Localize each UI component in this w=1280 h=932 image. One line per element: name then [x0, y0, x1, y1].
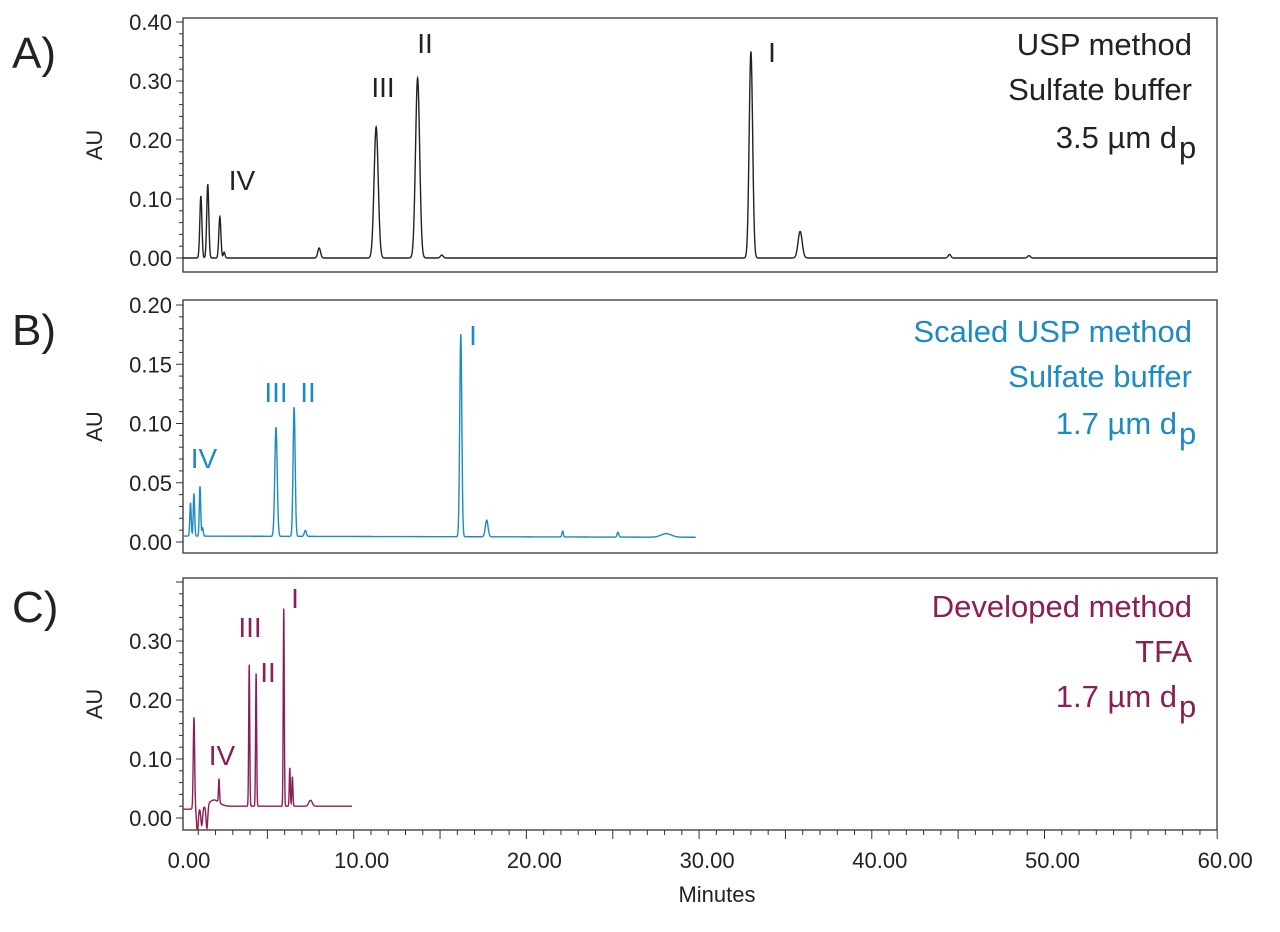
method-description-line: TFA: [1135, 634, 1192, 669]
chromatogram-trace: [183, 334, 696, 538]
y-tick-label: 0.00: [129, 246, 172, 271]
peak-label-i: I: [469, 320, 477, 351]
panel-letter: B): [12, 306, 56, 355]
method-description-line: USP method: [1017, 27, 1192, 62]
method-description-line: 3.5 µm d: [1056, 120, 1177, 155]
method-description-line: 1.7 µm d: [1056, 679, 1177, 714]
peak-label-ii: II: [300, 377, 316, 408]
x-tick-label: 50.00: [1025, 848, 1080, 873]
plot-frame: [182, 299, 1218, 554]
y-axis-label: AU: [82, 130, 107, 161]
y-tick-label: 0.10: [129, 187, 172, 212]
x-axis-label: Minutes: [678, 882, 755, 907]
peak-label-iv: IV: [229, 165, 256, 196]
method-description-line: 1.7 µm d: [1056, 406, 1177, 441]
x-tick-label: 20.00: [507, 848, 562, 873]
x-tick-label: 0.00: [168, 848, 211, 873]
x-tick-label: 60.00: [1198, 848, 1253, 873]
panel-letter: A): [12, 29, 56, 78]
y-tick-label: 0.30: [129, 69, 172, 94]
peak-label-iii: III: [371, 72, 394, 103]
x-tick-label: 40.00: [852, 848, 907, 873]
subscript-p: p: [1179, 416, 1196, 451]
y-tick-label: 0.10: [129, 412, 172, 437]
x-tick-label: 30.00: [680, 848, 735, 873]
method-description-line: Developed method: [932, 589, 1192, 624]
plot-frame: [182, 577, 1218, 831]
peak-label-iv: IV: [191, 443, 218, 474]
peak-label-iii: III: [264, 377, 287, 408]
method-description-line: Sulfate buffer: [1008, 359, 1192, 394]
y-tick-label: 0.00: [129, 806, 172, 831]
y-tick-label: 0.20: [129, 293, 172, 318]
method-description-line: Scaled USP method: [913, 314, 1192, 349]
y-tick-label: 0.00: [129, 530, 172, 555]
y-tick-label: 0.10: [129, 747, 172, 772]
peak-label-ii: II: [417, 28, 433, 59]
y-tick-label: 0.05: [129, 471, 172, 496]
y-axis-label: AU: [82, 689, 107, 720]
peak-label-iii: III: [238, 612, 261, 643]
subscript-p: p: [1179, 130, 1196, 165]
subscript-p: p: [1179, 689, 1196, 724]
y-tick-label: 0.30: [129, 629, 172, 654]
peak-label-iv: IV: [209, 740, 236, 771]
peak-label-i: I: [768, 37, 776, 68]
y-tick-label: 0.20: [129, 688, 172, 713]
chromatogram-trace: [183, 51, 1217, 259]
y-tick-label: 0.15: [129, 352, 172, 377]
x-tick-label: 10.00: [334, 848, 389, 873]
y-tick-label: 0.40: [129, 10, 172, 35]
y-axis-label: AU: [82, 411, 107, 442]
plot-frame: [182, 17, 1218, 273]
y-tick-label: 0.20: [129, 128, 172, 153]
panel-letter: C): [12, 583, 58, 632]
method-description-line: Sulfate buffer: [1008, 72, 1192, 107]
peak-label-ii: II: [260, 657, 276, 688]
chromatogram-trace: [183, 608, 352, 830]
peak-label-i: I: [291, 583, 299, 614]
